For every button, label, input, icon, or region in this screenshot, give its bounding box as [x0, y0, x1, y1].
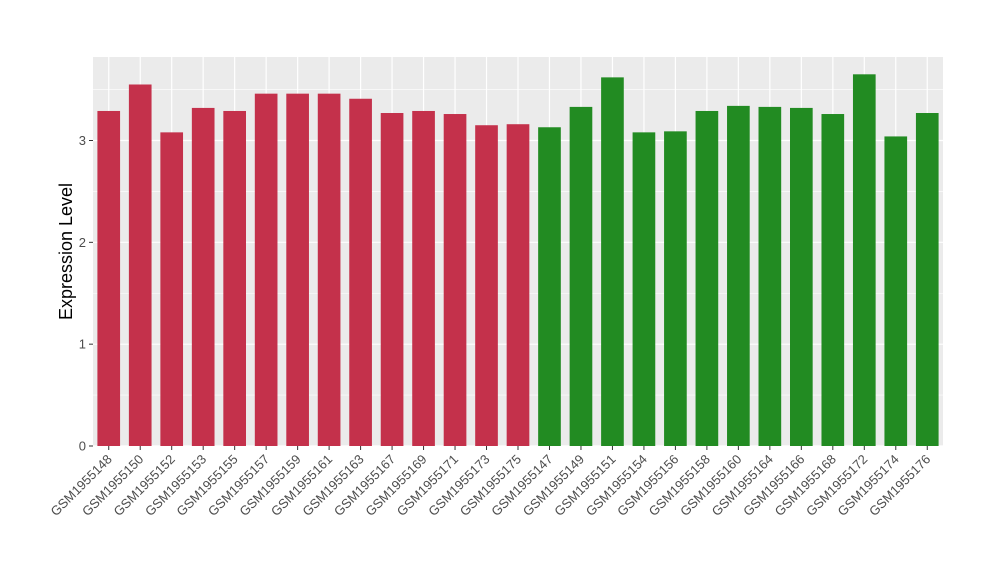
bar — [601, 77, 624, 447]
bar — [790, 107, 813, 446]
bar — [664, 131, 687, 446]
y-tick-label: 1 — [79, 337, 86, 352]
y-axis: 0 1 2 3 — [79, 133, 93, 454]
bar — [443, 114, 467, 446]
y-tick-label: 2 — [79, 235, 86, 250]
bar — [380, 113, 404, 447]
y-tick-label: 3 — [79, 133, 86, 148]
bars — [97, 74, 939, 447]
bar — [223, 110, 246, 447]
bar — [569, 106, 593, 447]
bar — [915, 113, 939, 447]
y-axis-label: Expression Level — [56, 183, 76, 320]
bar — [884, 136, 908, 446]
bar — [317, 93, 341, 447]
bar — [475, 125, 498, 446]
bar — [97, 110, 121, 447]
bar — [160, 132, 184, 446]
bar — [412, 110, 435, 447]
bar — [695, 110, 719, 447]
bar — [286, 93, 309, 447]
x-axis: GSM1955148GSM1955150GSM1955152GSM1955153… — [48, 446, 933, 519]
bar — [506, 124, 530, 447]
bar — [128, 84, 152, 447]
bar — [852, 74, 876, 446]
bar — [349, 98, 372, 446]
bar — [727, 105, 750, 446]
bar — [758, 106, 782, 447]
bar — [821, 114, 845, 446]
bar — [632, 132, 656, 446]
bar — [254, 93, 278, 447]
y-tick-label: 0 — [79, 439, 86, 454]
bar — [538, 127, 561, 446]
bar — [191, 107, 215, 446]
